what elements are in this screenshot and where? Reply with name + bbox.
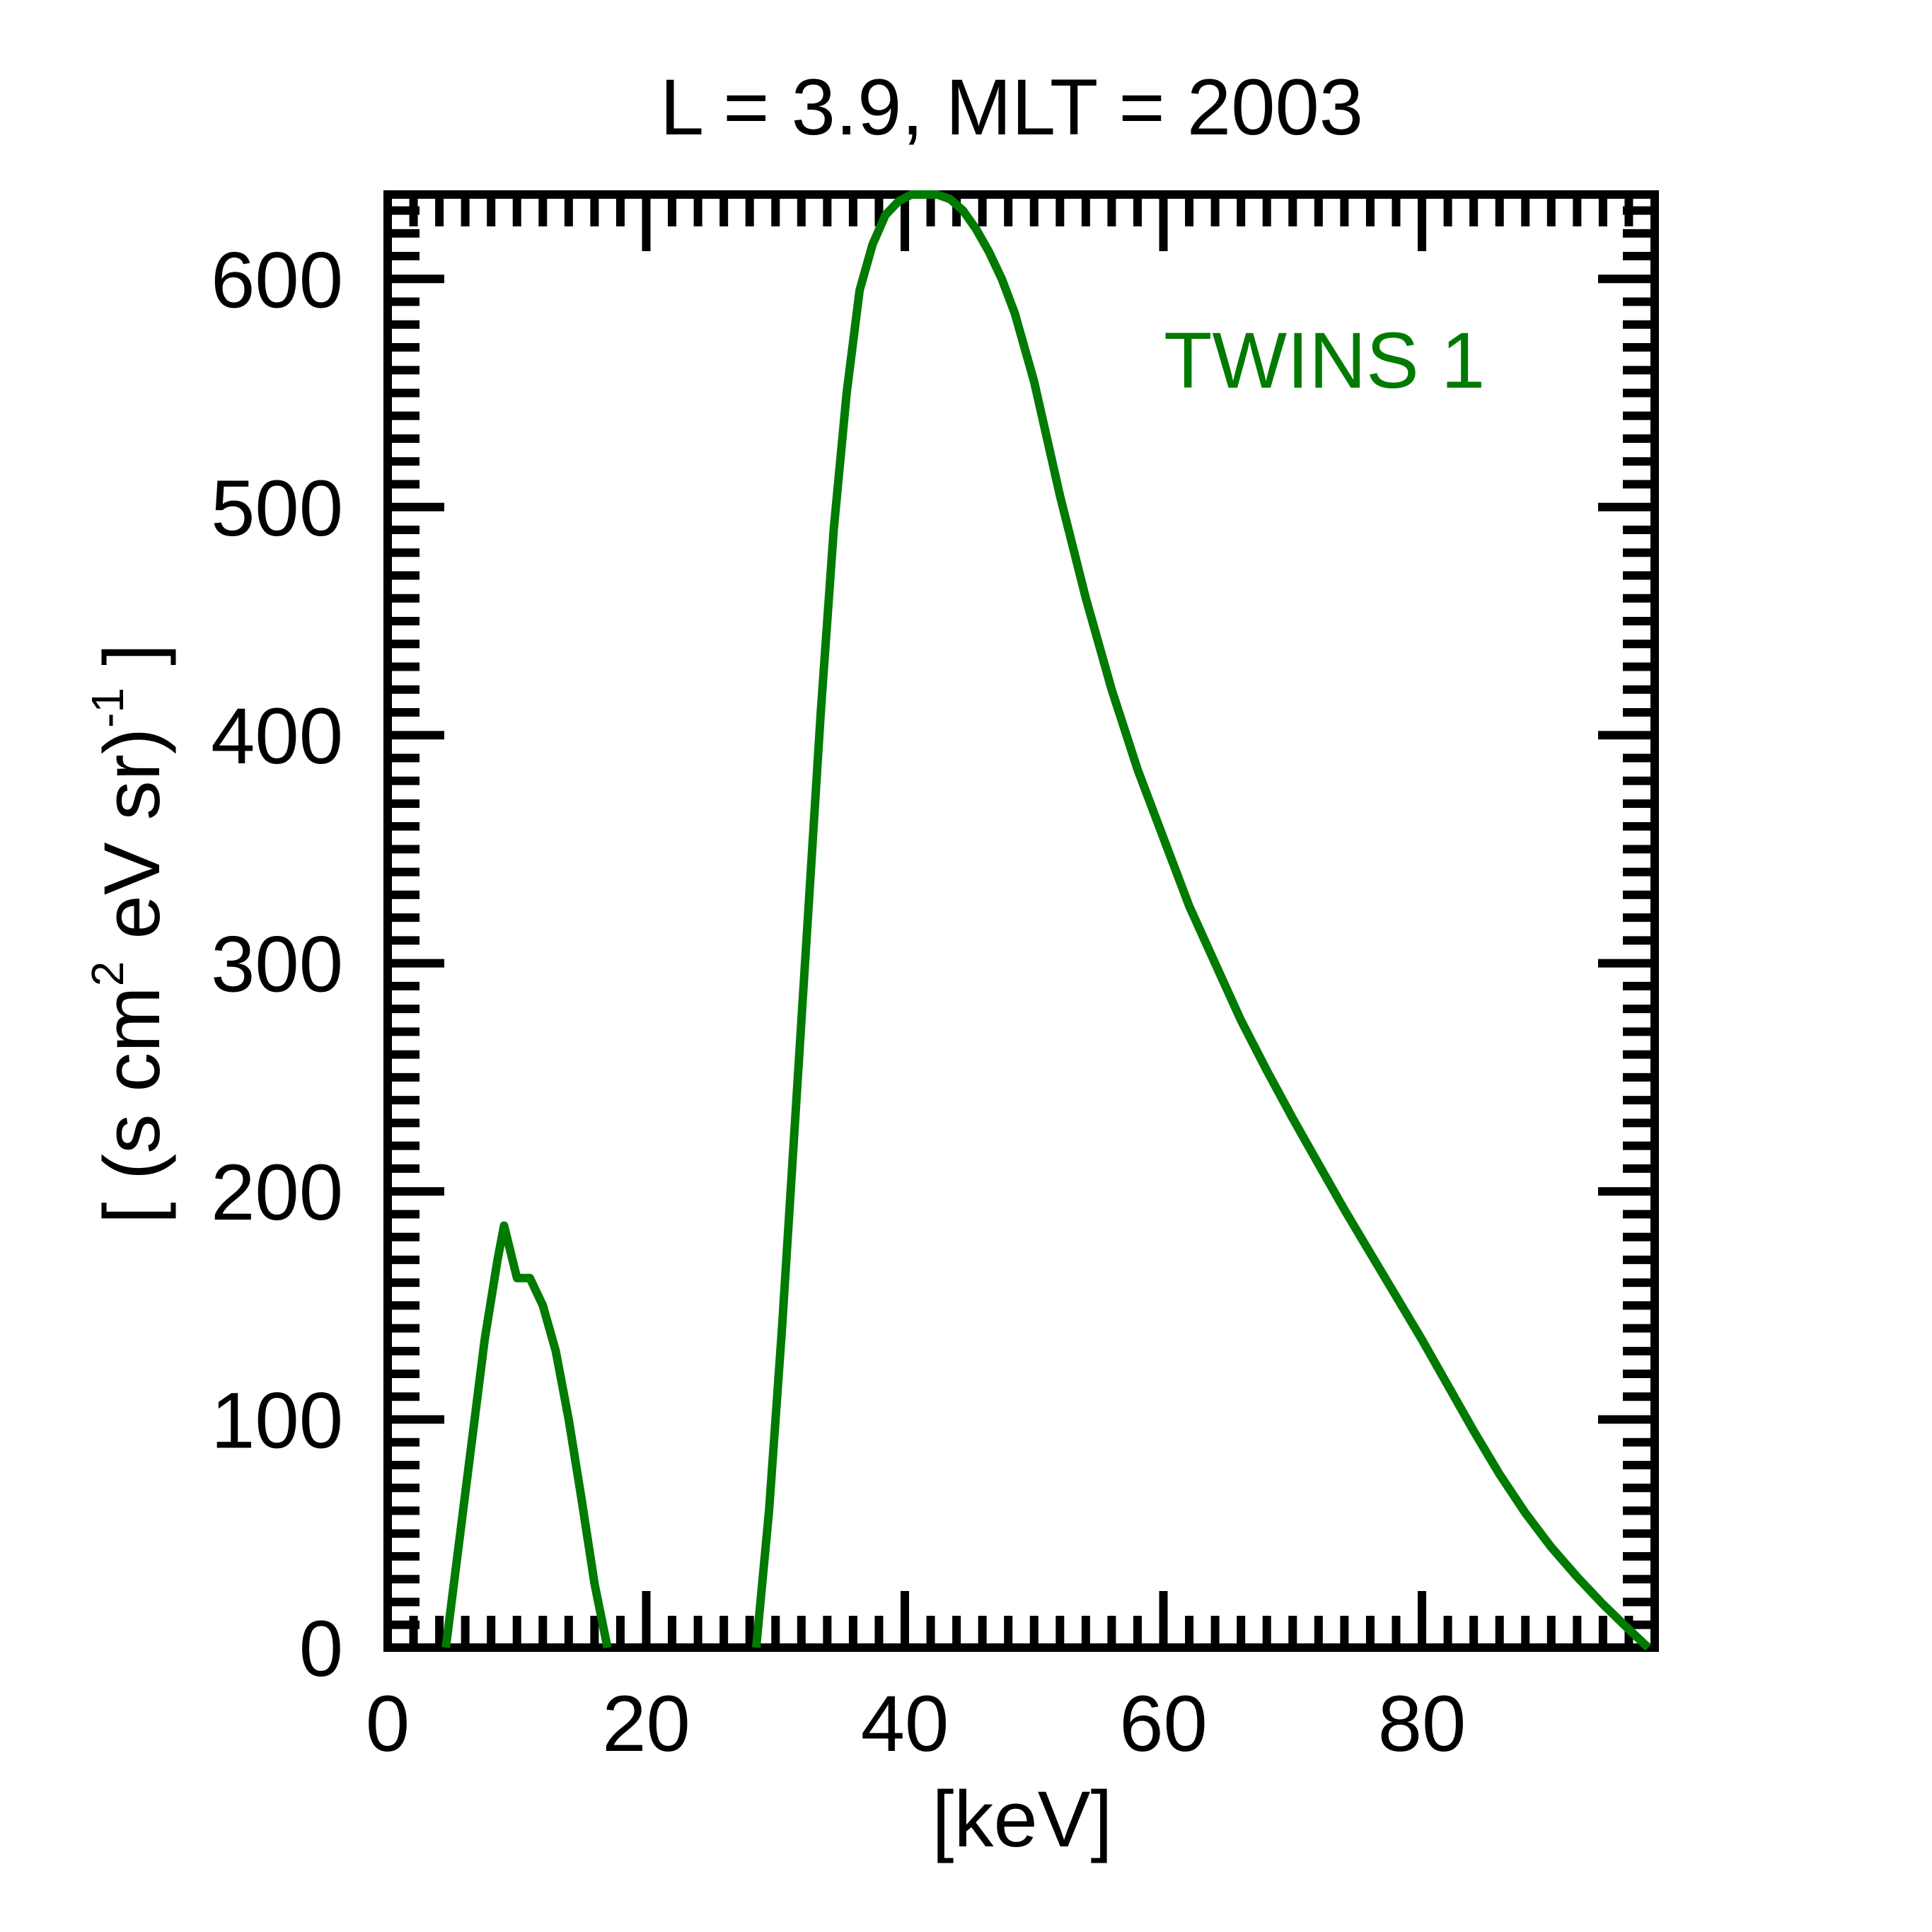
x-tick-label: 60 <box>1119 1679 1208 1768</box>
x-axis-tick-labels: 0 20 40 60 80 <box>366 1679 1466 1768</box>
svg-text:[ (s cm2 eV sr)-1 ]: [ (s cm2 eV sr)-1 ] <box>82 644 176 1225</box>
plot-frame <box>383 190 1659 1652</box>
y-axis-label-middle: eV sr) <box>88 728 176 961</box>
y-tick-label: 500 <box>211 464 343 553</box>
x-axis-label: [keV] <box>932 1775 1112 1863</box>
y-axis-label-suffix: ] <box>88 644 176 688</box>
y-tick-label: 600 <box>211 236 343 324</box>
y-axis-ticks <box>388 206 1655 1652</box>
x-tick-label: 20 <box>602 1679 690 1768</box>
legend-label-twins-1: TWINS 1 <box>1164 316 1485 405</box>
y-tick-label: 100 <box>211 1377 343 1465</box>
y-axis-label-sup-2: 2 <box>82 961 133 987</box>
y-tick-label: 400 <box>211 692 343 780</box>
y-tick-label: 0 <box>299 1604 343 1693</box>
y-axis-label-prefix: [ (s cm <box>88 986 176 1224</box>
y-tick-label: 300 <box>211 920 343 1009</box>
series-line-twins-1 <box>441 1221 612 1649</box>
series-line-twins-1 <box>751 190 1652 1651</box>
y-tick-label: 200 <box>211 1148 343 1237</box>
plot-border <box>383 190 1659 1652</box>
x-tick-label: 80 <box>1378 1679 1467 1768</box>
y-axis-tick-labels: 0 100 200 300 400 500 600 <box>211 236 343 1693</box>
series-layer <box>441 190 1652 1651</box>
x-axis-ticks <box>383 195 1659 1648</box>
x-tick-label: 40 <box>861 1679 949 1768</box>
chart-title: L = 3.9, MLT = 2003 <box>660 63 1363 151</box>
y-axis-label-sup-minus-1: -1 <box>82 688 133 728</box>
x-tick-label: 0 <box>366 1679 410 1768</box>
y-axis-label: [ (s cm2 eV sr)-1 ] <box>82 644 176 1225</box>
